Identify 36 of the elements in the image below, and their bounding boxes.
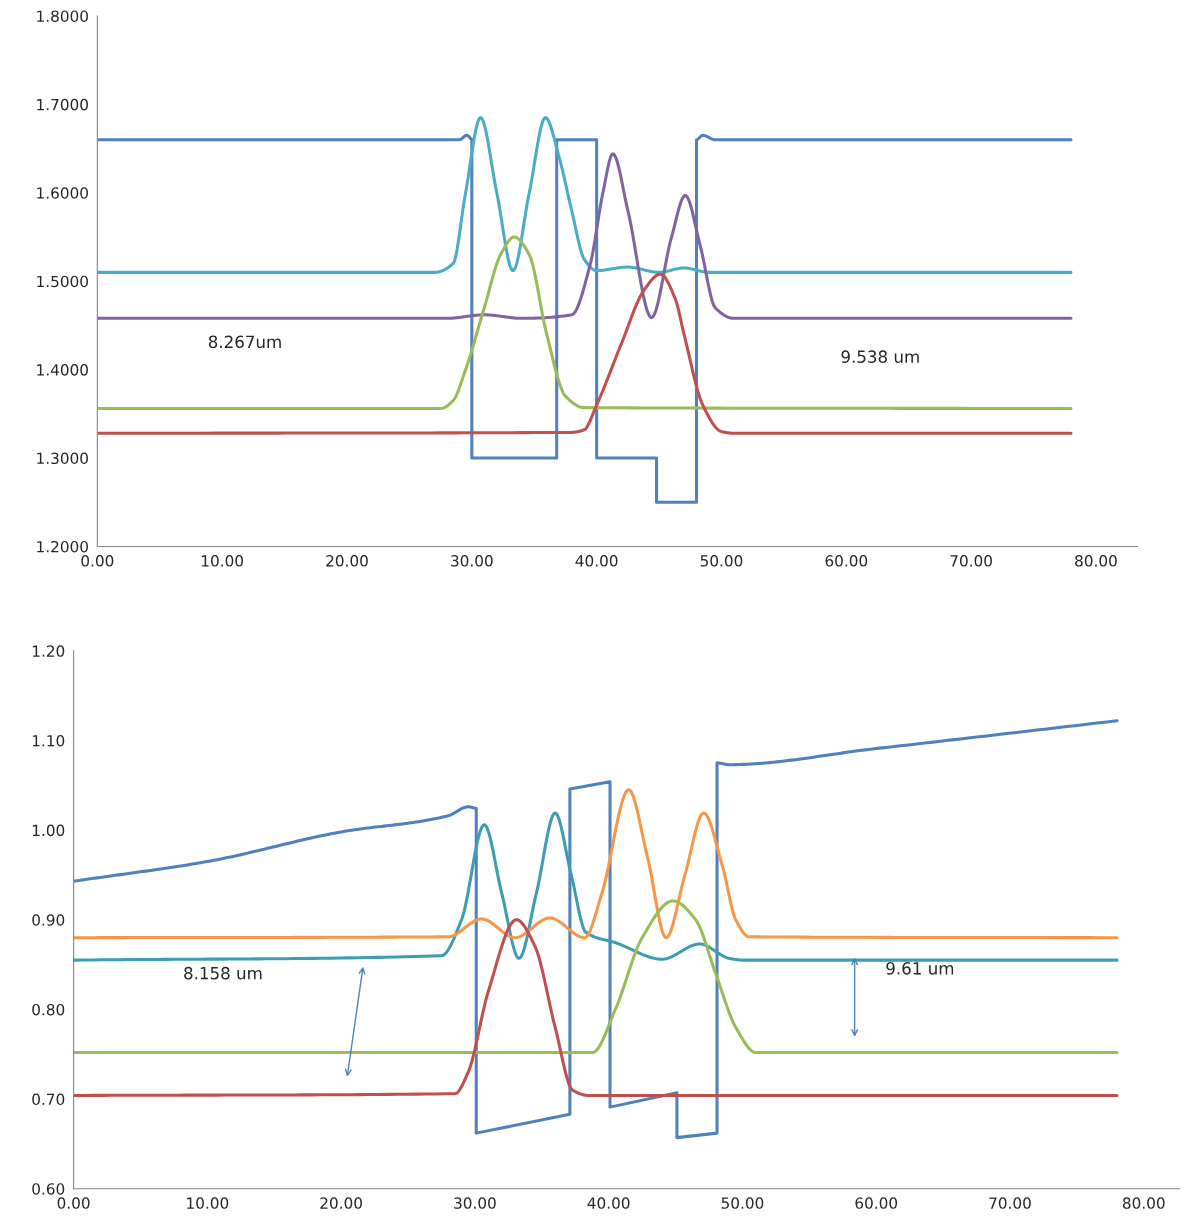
y-tick-label: 0.70 — [32, 1093, 65, 1106]
x-tick-label: 30.00 — [454, 1197, 496, 1209]
x-tick-label: 10.00 — [187, 1197, 229, 1209]
x-tick-label: 70.00 — [950, 555, 992, 567]
y-tick-label: 1.6000 — [37, 187, 88, 199]
x-tick-label: 50.00 — [700, 555, 743, 567]
x-tick-label: 50.00 — [721, 1197, 764, 1209]
x-tick-label: 0.00 — [81, 555, 114, 567]
y-tick-label: 1.7000 — [37, 98, 88, 111]
annotation: 9.538 um — [841, 350, 919, 363]
y-tick-label: 1.10 — [32, 734, 65, 747]
y-tick-label: 1.4000 — [37, 364, 88, 376]
y-tick-label: 1.00 — [32, 824, 65, 837]
y-tick-label: 0.90 — [32, 914, 65, 926]
y-tick-label: 1.8000 — [37, 10, 88, 22]
x-tick-label: 80.00 — [1075, 555, 1117, 567]
x-tick-label: 60.00 — [855, 1197, 898, 1209]
y-tick-label: 0.80 — [32, 1003, 65, 1016]
x-tick-label: 0.00 — [57, 1197, 90, 1209]
y-tick-label: 1.2000 — [37, 540, 88, 553]
annotation: 8.267um — [208, 335, 281, 349]
y-tick-label: 1.20 — [32, 645, 65, 657]
x-tick-label: 40.00 — [575, 555, 618, 567]
x-tick-label: 40.00 — [587, 1197, 630, 1209]
y-tick-label: 1.3000 — [37, 452, 88, 465]
x-tick-label: 80.00 — [1122, 1197, 1165, 1209]
x-tick-label: 20.00 — [320, 1197, 362, 1209]
y-tick-label: 1.5000 — [37, 275, 88, 288]
x-tick-label: 70.00 — [989, 1197, 1031, 1209]
annotation: 9.61 um — [886, 962, 954, 975]
annotation: 8.158 um — [184, 966, 262, 980]
x-tick-label: 20.00 — [326, 555, 368, 567]
x-tick-label: 10.00 — [201, 555, 244, 567]
y-tick-label: 0.60 — [32, 1183, 65, 1195]
x-tick-label: 30.00 — [451, 555, 493, 567]
x-tick-label: 60.00 — [825, 555, 868, 567]
